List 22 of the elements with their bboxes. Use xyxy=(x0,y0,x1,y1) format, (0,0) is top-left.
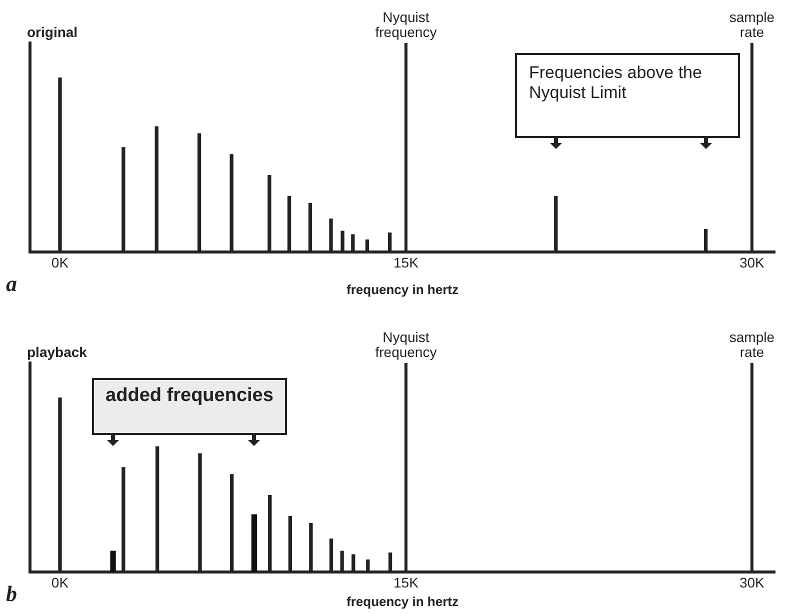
x-tick-label: 15K xyxy=(394,254,420,270)
annotation: Frequencies above the Nyquist Limit xyxy=(529,63,703,103)
bar xyxy=(251,514,258,572)
chart-title: original xyxy=(27,24,78,40)
bar xyxy=(110,550,116,572)
ref-line-label: sample rate xyxy=(729,9,775,40)
x-tick-label: 30K xyxy=(739,254,766,270)
chart-title: playback xyxy=(27,344,88,360)
x-axis-title: frequency in hertz xyxy=(346,594,459,609)
x-tick-label: 0K xyxy=(51,254,70,270)
text: b xyxy=(6,581,17,606)
x-axis-title: frequency in hertz xyxy=(346,282,459,297)
x-tick-label: 0K xyxy=(51,574,70,590)
x-tick-label: 30K xyxy=(739,574,766,590)
callout-box: added frequencies xyxy=(92,378,287,435)
ref-line-label: sample rate xyxy=(729,329,775,360)
x-tick-label: 15K xyxy=(394,574,420,590)
annotation: added frequencies xyxy=(106,385,274,406)
ref-line-label: Nyquist frequency xyxy=(375,329,437,360)
ref-line-label: Nyquist frequency xyxy=(375,9,437,40)
text: a xyxy=(6,271,17,296)
callout-box: Frequencies above the Nyquist Limit xyxy=(515,53,740,138)
